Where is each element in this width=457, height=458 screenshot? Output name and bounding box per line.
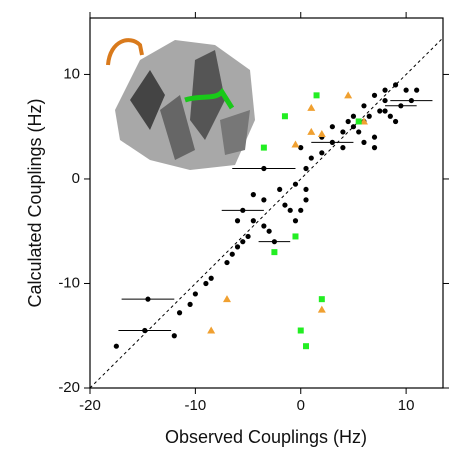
x-tick-label: -10 — [185, 397, 207, 414]
point — [392, 118, 399, 125]
point — [142, 327, 148, 334]
point — [171, 333, 177, 339]
point — [303, 165, 309, 172]
point — [340, 145, 346, 151]
point — [222, 295, 231, 303]
point — [344, 91, 353, 99]
point — [340, 129, 346, 135]
point — [361, 103, 367, 109]
point — [291, 140, 300, 148]
y-axis-label: Calculated Couplings (Hz) — [25, 98, 45, 307]
point — [277, 186, 283, 193]
point — [356, 129, 362, 135]
point — [113, 343, 119, 349]
x-axis-label: Observed Couplings (Hz) — [165, 427, 367, 447]
point — [382, 87, 388, 93]
point — [261, 165, 267, 172]
point — [313, 92, 320, 99]
point — [350, 124, 357, 130]
point — [371, 92, 378, 98]
point — [303, 343, 310, 350]
point — [382, 108, 388, 114]
point — [240, 239, 246, 245]
point — [234, 218, 241, 224]
point — [271, 249, 278, 256]
point — [203, 280, 209, 287]
point — [359, 117, 368, 125]
point — [355, 118, 362, 125]
point — [329, 124, 335, 130]
point — [350, 113, 357, 119]
x-tick-label: -20 — [79, 397, 101, 414]
point — [229, 251, 235, 257]
point — [224, 259, 230, 266]
point — [307, 127, 316, 135]
point — [292, 181, 299, 187]
x-tick-label: 0 — [297, 397, 305, 414]
point — [366, 113, 372, 119]
point — [317, 305, 326, 313]
point — [240, 207, 246, 213]
point — [303, 186, 309, 193]
y-tick-label: 10 — [63, 65, 80, 82]
point — [387, 113, 393, 119]
identity-line — [89, 37, 444, 389]
y-tick-label: -10 — [58, 274, 80, 291]
point — [414, 87, 420, 93]
point — [261, 223, 267, 229]
point — [261, 197, 267, 203]
point — [245, 233, 251, 240]
point — [145, 296, 151, 302]
point — [287, 207, 293, 213]
point — [208, 275, 214, 281]
point — [266, 228, 272, 234]
point — [271, 239, 278, 245]
point — [187, 301, 193, 307]
point — [250, 192, 256, 198]
point — [317, 130, 326, 138]
y-tick-label: -20 — [58, 379, 80, 396]
point — [292, 233, 299, 240]
point — [207, 326, 216, 334]
point — [281, 113, 288, 120]
point — [345, 118, 351, 125]
y-tick-label: 0 — [72, 170, 80, 187]
point — [176, 310, 183, 316]
point — [382, 97, 388, 104]
point — [307, 103, 316, 111]
point — [377, 108, 383, 114]
plot-frame — [89, 17, 444, 389]
point — [392, 82, 399, 88]
point — [282, 202, 288, 208]
point — [329, 139, 335, 145]
point — [403, 87, 409, 93]
point — [308, 155, 314, 161]
point — [371, 134, 378, 140]
point — [260, 144, 267, 151]
point — [250, 218, 256, 224]
point — [398, 103, 404, 109]
point — [234, 244, 241, 250]
point — [318, 296, 325, 303]
x-tick-label: 10 — [398, 397, 415, 414]
point — [361, 139, 367, 145]
point — [408, 97, 414, 104]
point — [298, 145, 304, 151]
point — [292, 218, 299, 224]
point — [298, 207, 304, 213]
inset-structure — [106, 38, 255, 170]
point — [319, 150, 325, 156]
point — [371, 145, 378, 151]
point — [303, 197, 309, 203]
point — [192, 291, 198, 297]
point — [297, 327, 304, 334]
